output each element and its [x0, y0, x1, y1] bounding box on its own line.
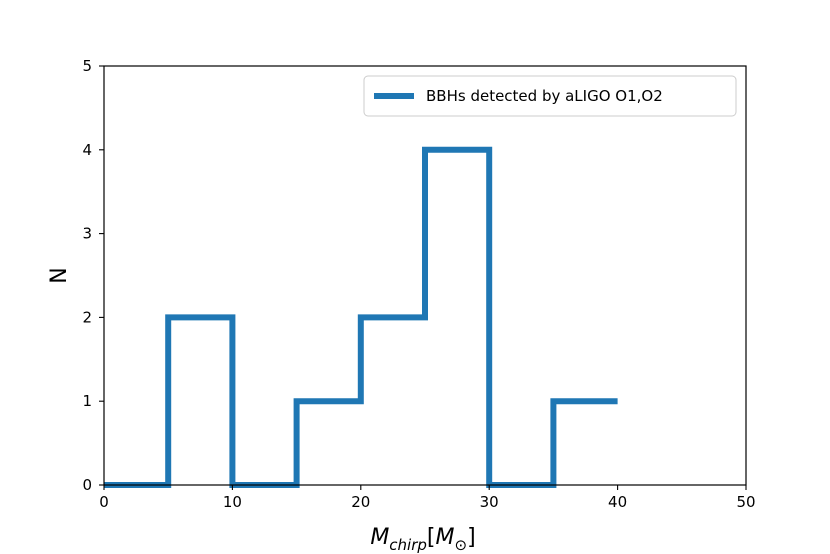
axes-frame [103, 65, 747, 486]
x-tick-label: 20 [351, 493, 370, 511]
y-tick-label: 3 [82, 225, 92, 243]
x-tick-label: 30 [480, 493, 499, 511]
x-tick-label: 40 [608, 493, 627, 511]
x-axis-label: Mchirp[M⊙] [370, 525, 475, 554]
legend-box [363, 75, 737, 117]
legend: BBHs detected by aLIGO O1,O2 [363, 75, 737, 117]
series-step-line-0 [104, 146, 618, 488]
x-tick-label: 0 [99, 493, 109, 511]
y-tick-label: 1 [82, 392, 92, 410]
x-tick-label: 10 [223, 493, 242, 511]
x-tick-label: 50 [736, 493, 755, 511]
legend-entry-label: BBHs detected by aLIGO O1,O2 [426, 87, 663, 105]
y-tick-label: 4 [82, 141, 92, 159]
axes: 0 10 20 30 40 50 0 1 2 3 4 5 N Mchirp[M⊙] [47, 57, 756, 554]
plot-area [104, 146, 618, 488]
y-tick-label: 2 [82, 308, 92, 326]
y-axis-label: N [47, 267, 72, 283]
y-tick-label: 0 [82, 476, 92, 494]
y-tick-label: 5 [82, 57, 92, 75]
